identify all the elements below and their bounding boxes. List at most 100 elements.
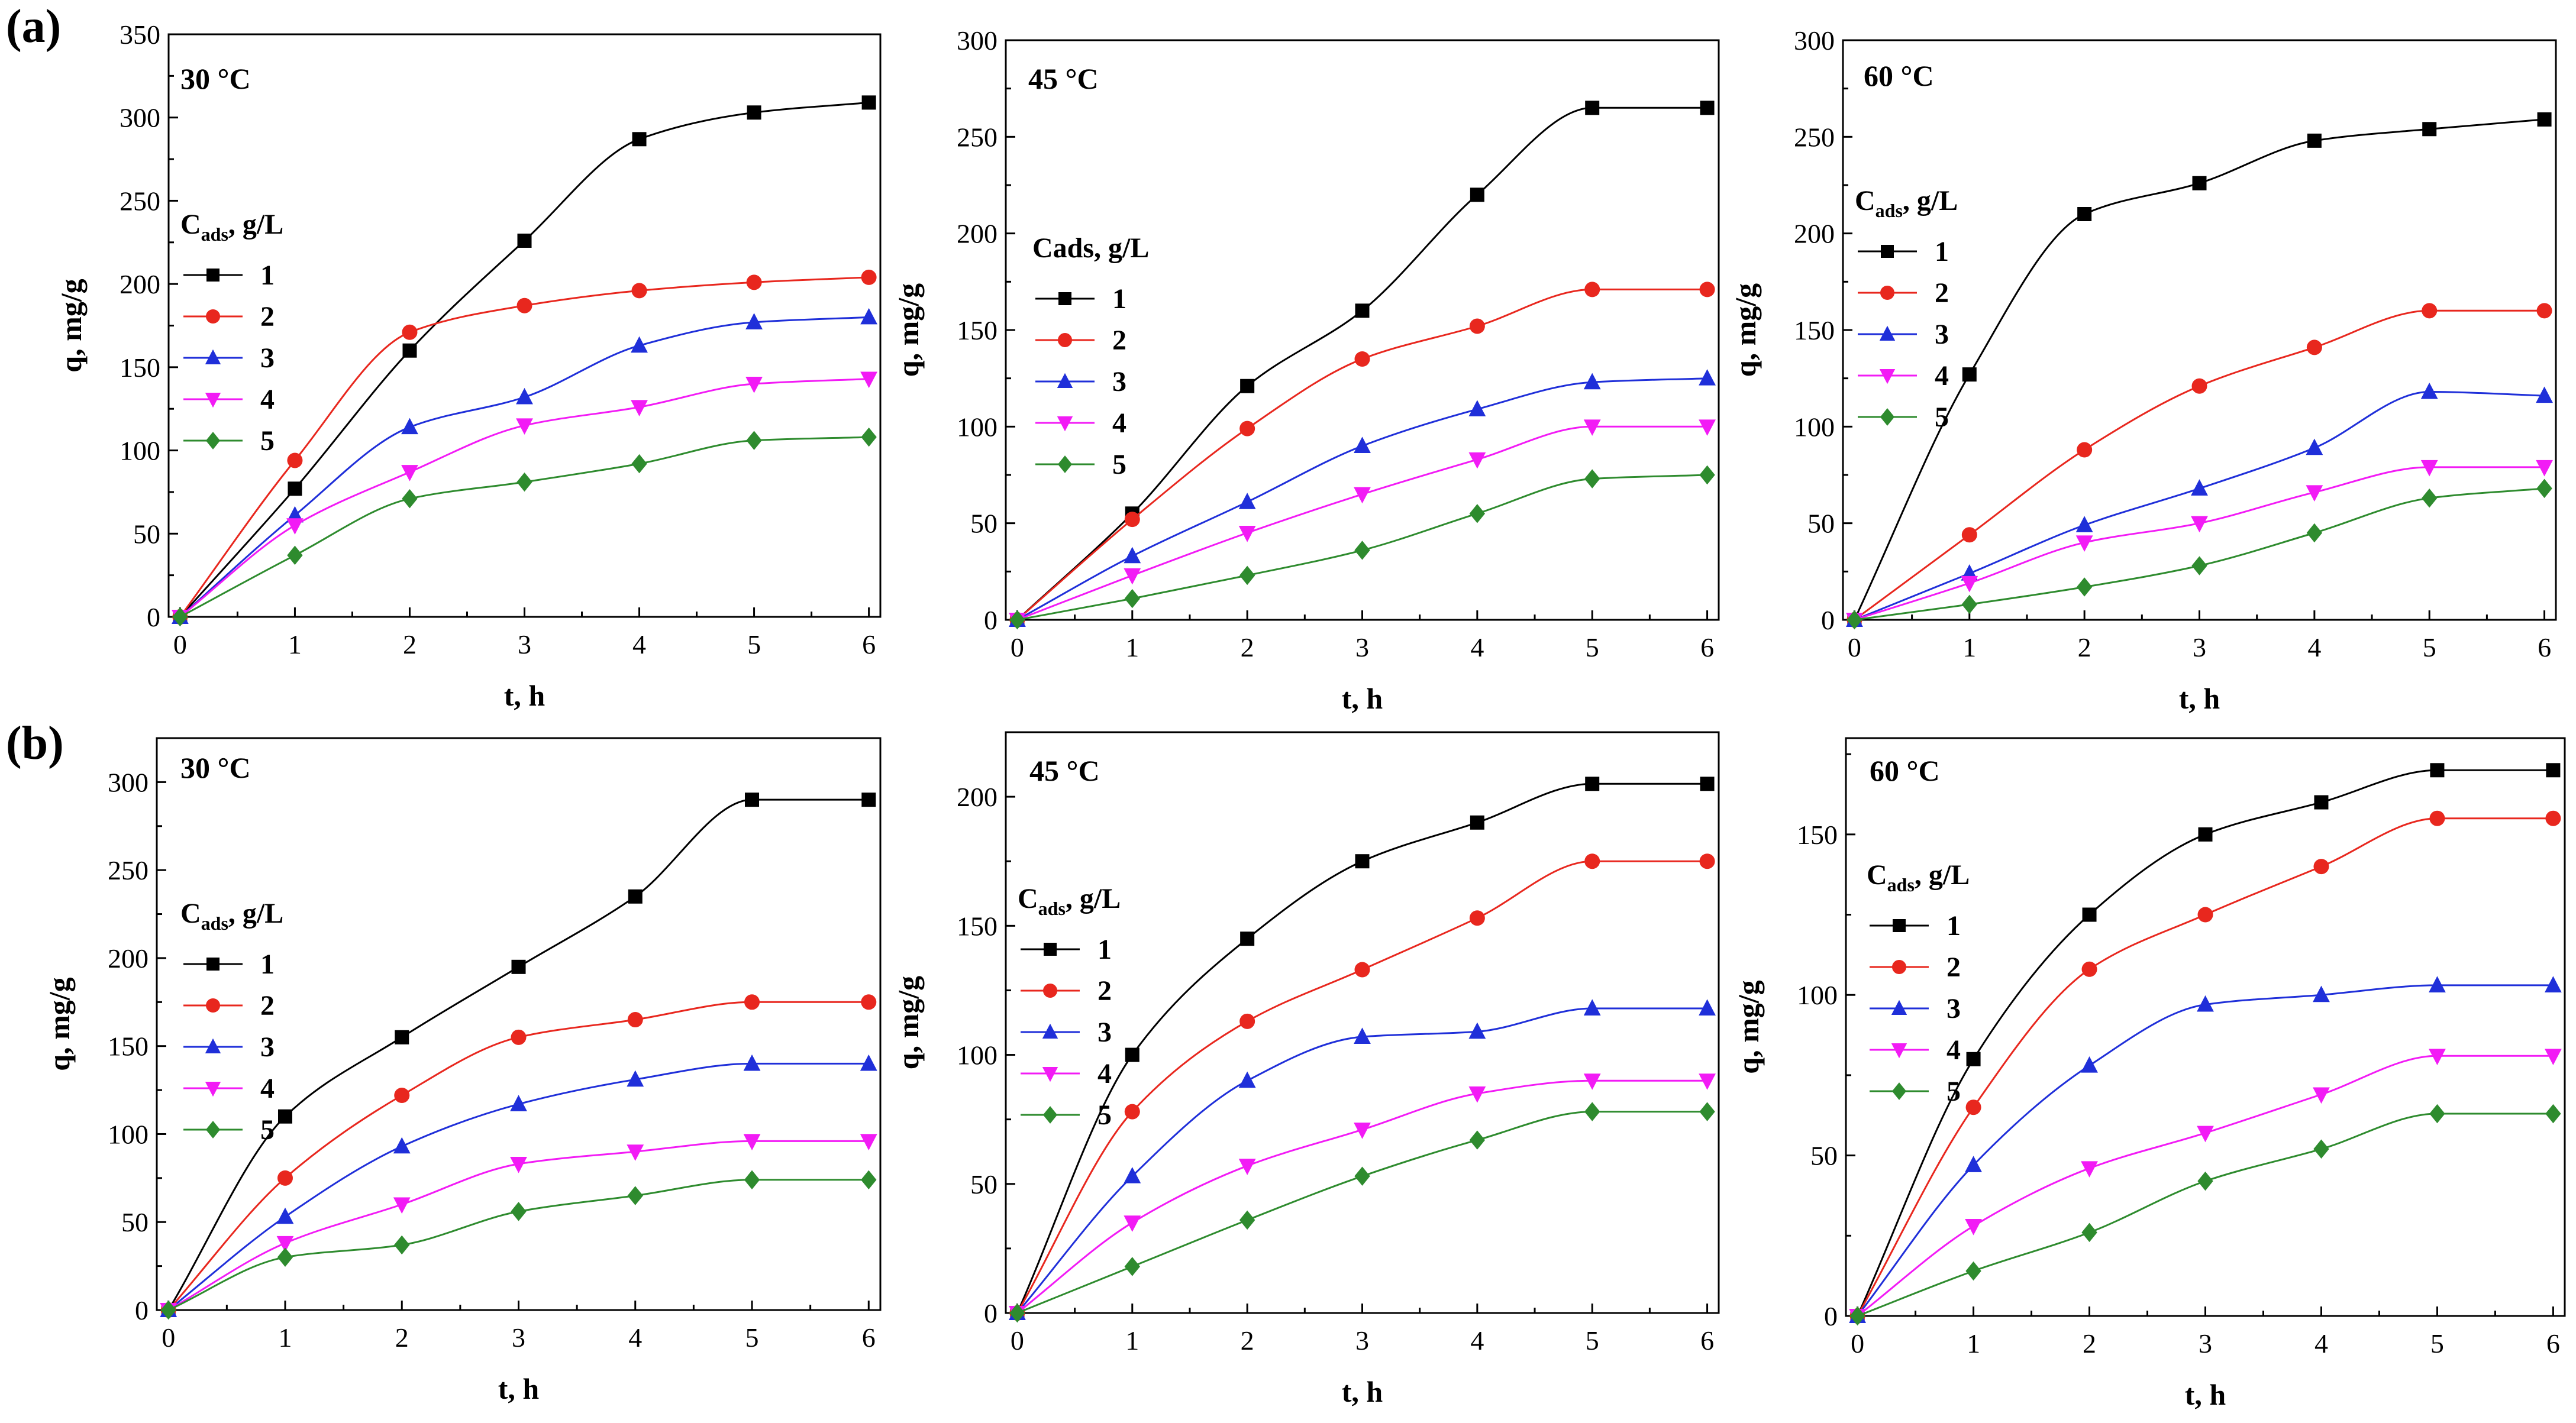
x-tick-label: 4 [2307,632,2321,662]
data-point-series-4 [860,1134,877,1150]
y-tick-label: 300 [1794,25,1835,56]
data-point-series-1 [2430,763,2445,778]
data-point-series-3 [2306,438,2323,455]
x-tick-label: 5 [2430,1328,2444,1359]
x-tick-label: 5 [1586,1325,1599,1356]
data-point-series-1 [288,481,302,496]
data-point-series-4 [2191,516,2208,533]
legend-marker-1 [1881,245,1894,258]
data-point-series-5 [1699,465,1715,485]
data-point-series-1 [1962,367,1977,382]
legend-marker-3 [1057,373,1073,388]
legend-marker-2 [206,309,220,324]
y-tick-label: 250 [957,122,998,152]
data-point-series-1 [628,889,643,904]
legend-label-1: 1 [1935,236,1949,267]
x-tick-label: 4 [1470,632,1484,662]
x-tick-label: 2 [403,629,417,659]
data-point-series-5 [1354,541,1370,560]
data-point-series-1 [632,132,647,147]
data-point-series-5 [402,489,418,509]
legend-label-2: 2 [1097,975,1112,1007]
legend-marker-2 [1058,333,1072,347]
x-tick-label: 4 [628,1322,642,1353]
data-point-series-4 [1124,1215,1141,1232]
y-tick-label: 200 [957,782,998,812]
data-point-series-4 [2313,1087,2330,1104]
series-line-4 [179,378,869,618]
data-point-series-1 [747,105,761,120]
chart-panel-a-30: 0 1 2 3 4 5 6 0 50 100 150 200 250 300 350 t, h q, mg/g 3… [54,20,882,712]
data-point-series-4 [2197,1126,2214,1143]
data-point-series-3 [1354,436,1371,453]
data-point-series-5 [2536,478,2552,499]
legend-label-3: 3 [1097,1017,1112,1048]
data-point-series-4 [743,1134,761,1150]
data-point-series-3 [1965,1156,1982,1172]
data-point-series-1 [1700,777,1715,791]
data-point-series-2 [1239,421,1255,436]
legend-marker-5 [1891,1082,1907,1100]
y-axis-label: q, mg/g [1732,980,1765,1073]
legend-marker-1 [206,958,219,971]
data-point-series-4 [627,1144,644,1161]
data-point-series-1 [861,793,876,807]
data-point-series-5 [394,1235,410,1255]
data-point-series-2 [2422,303,2438,319]
legend-marker-5 [1880,408,1895,426]
data-point-series-2 [1469,318,1485,334]
data-point-series-4 [1583,1073,1601,1090]
data-point-series-5 [287,545,303,565]
legend: Cads, g/L 1 2 3 4 5 [1032,232,1149,480]
data-point-series-3 [1238,1071,1256,1088]
x-tick-label: 6 [862,1322,876,1353]
panel-title: 30 °C [180,62,251,95]
data-point-series-3 [860,308,877,325]
x-tick-label: 3 [2193,632,2206,662]
legend-label-4: 4 [1946,1034,1961,1066]
data-point-series-5 [1124,588,1140,609]
y-tick-label: 0 [147,602,160,632]
x-tick-label: 5 [747,629,761,659]
y-tick-label: 250 [108,855,149,885]
data-point-series-3 [1354,1027,1371,1044]
plot-frame [1005,731,1720,1314]
data-point-series-3 [1583,373,1601,390]
data-point-series-4 [401,465,418,481]
legend-label-3: 3 [260,342,275,374]
panel-title: 45 °C [1028,62,1099,95]
legend-label-5: 5 [260,425,275,457]
data-point-series-4 [1468,452,1486,469]
data-point-series-3 [1124,546,1141,564]
data-point-series-5 [1584,1102,1600,1121]
legend-marker-3 [205,1038,221,1053]
x-tick-label: 5 [2423,632,2436,662]
legend-label-5: 5 [1935,402,1949,433]
data-point-series-2 [2197,907,2213,923]
data-point-series-2 [2429,810,2445,826]
x-axis-label: t, h [2179,682,2220,715]
x-tick-label: 0 [1851,1328,1864,1359]
legend-marker-3 [1879,325,1896,341]
legend-marker-5 [205,1121,221,1139]
data-point-series-1 [2082,907,2097,922]
data-point-series-2 [2191,378,2207,394]
panel-title: 60 °C [1870,754,1940,787]
y-tick-label: 250 [1794,122,1835,152]
data-point-series-3 [1468,1022,1486,1039]
data-point-series-1 [1240,932,1255,946]
x-tick-label: 6 [862,629,876,659]
y-tick-label: 100 [957,412,998,442]
y-tick-label: 100 [120,436,160,466]
data-point-series-1 [2314,795,2329,810]
chart-panel-a-45: 0 1 2 3 4 5 6 0 50 100 150 200 250 300 t, h q, mg/g 45 °… [892,25,1720,715]
data-point-series-1 [1700,101,1715,115]
data-point-series-5 [861,1170,877,1190]
x-tick-label: 1 [278,1322,292,1353]
data-point-series-2 [1124,512,1140,528]
data-point-series-2 [1469,910,1485,926]
data-point-series-5 [1009,1303,1025,1323]
data-point-series-2 [1699,853,1715,869]
data-point-series-5 [2197,1171,2213,1191]
